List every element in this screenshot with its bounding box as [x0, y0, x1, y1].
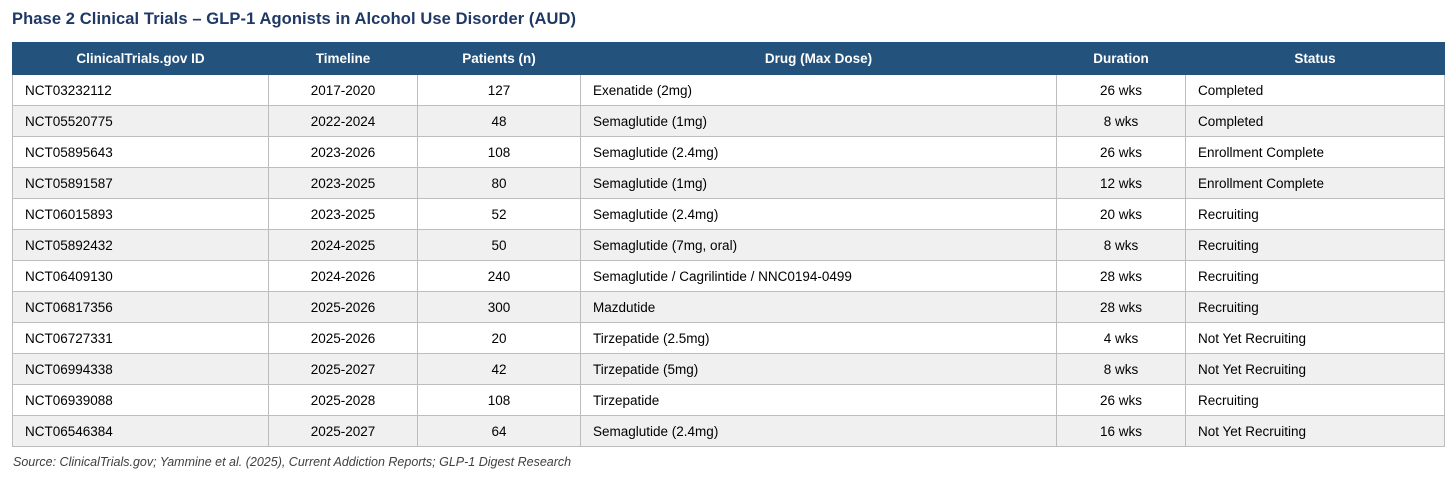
table-cell: Enrollment Complete	[1185, 136, 1445, 168]
table-cell: 2025-2028	[268, 384, 418, 416]
table-cell: 4 wks	[1056, 322, 1186, 354]
table-cell: 2025-2026	[268, 291, 418, 323]
table-header: ClinicalTrials.gov ID Timeline Patients (n…	[12, 42, 1445, 75]
table-cell: 26 wks	[1056, 136, 1186, 168]
table-cell: Mazdutide	[580, 291, 1057, 323]
table-row: NCT05892432 2024-2025 50 Semaglutide (7mg, …	[12, 229, 1445, 261]
table-cell: 2022-2024	[268, 105, 418, 137]
column-header-duration: Duration	[1056, 42, 1186, 75]
table-cell: NCT05895643	[12, 136, 269, 168]
table-cell: Exenatide (2mg)	[580, 74, 1057, 106]
table-cell: Semaglutide (2.4mg)	[580, 198, 1057, 230]
table-cell: Recruiting	[1185, 198, 1445, 230]
table-cell: NCT05891587	[12, 167, 269, 199]
table-cell: Completed	[1185, 74, 1445, 106]
table-cell: Not Yet Recruiting	[1185, 353, 1445, 385]
table-cell: 240	[417, 260, 581, 292]
table-row: NCT06409130 2024-2026 240 Semaglutide / Cag…	[12, 260, 1445, 292]
table-cell: 48	[417, 105, 581, 137]
table-cell: 2023-2025	[268, 198, 418, 230]
table-cell: Recruiting	[1185, 260, 1445, 292]
table-cell: 52	[417, 198, 581, 230]
table-cell: 300	[417, 291, 581, 323]
table-body: NCT03232112 2017-2020 127 Exenatide (2mg) 26…	[12, 74, 1445, 447]
table-cell: 2024-2026	[268, 260, 418, 292]
table-row: NCT06015893 2023-2025 52 Semaglutide (2.4mg…	[12, 198, 1445, 230]
table-cell: 8 wks	[1056, 105, 1186, 137]
table-cell: NCT05892432	[12, 229, 269, 261]
table-cell: NCT06015893	[12, 198, 269, 230]
table-cell: 50	[417, 229, 581, 261]
table-cell: Recruiting	[1185, 229, 1445, 261]
table-cell: Tirzepatide (5mg)	[580, 353, 1057, 385]
column-header-clinicaltrials-gov-id: ClinicalTrials.gov ID	[12, 42, 269, 75]
table-cell: Not Yet Recruiting	[1185, 322, 1445, 354]
column-header-status: Status	[1185, 42, 1445, 75]
table-row: NCT06727331 2025-2026 20 Tirzepatide (2.5mg…	[12, 322, 1445, 354]
table-cell: Semaglutide (2.4mg)	[580, 136, 1057, 168]
table-cell: 2017-2020	[268, 74, 418, 106]
table-cell: NCT03232112	[12, 74, 269, 106]
table-cell: Semaglutide (1mg)	[580, 105, 1057, 137]
table-cell: 2025-2026	[268, 322, 418, 354]
clinical-trials-table: ClinicalTrials.gov ID Timeline Patients (n…	[12, 42, 1445, 447]
column-header-timeline: Timeline	[268, 42, 418, 75]
table-cell: 2024-2025	[268, 229, 418, 261]
table-cell: 12 wks	[1056, 167, 1186, 199]
source-note: Source: ClinicalTrials.gov; Yammine et a…	[13, 455, 572, 469]
table-cell: NCT06727331	[12, 322, 269, 354]
table-cell: 64	[417, 415, 581, 447]
table-cell: 8 wks	[1056, 229, 1186, 261]
table-cell: 28 wks	[1056, 291, 1186, 323]
page-title: Phase 2 Clinical Trials – GLP-1 Agonists…	[12, 10, 577, 28]
table-cell: NCT06546384	[12, 415, 269, 447]
table-cell: 108	[417, 384, 581, 416]
table-cell: Tirzepatide	[580, 384, 1057, 416]
table-cell: Recruiting	[1185, 384, 1445, 416]
table-row: NCT05891587 2023-2025 80 Semaglutide (1mg) 1…	[12, 167, 1445, 199]
table-cell: Semaglutide / Cagrilintide / NNC0194-049…	[580, 260, 1057, 292]
table-cell: Not Yet Recruiting	[1185, 415, 1445, 447]
table-cell: 42	[417, 353, 581, 385]
table-row: NCT06939088 2025-2028 108 Tirzepatide 26 wks…	[12, 384, 1445, 416]
table-cell: Semaglutide (2.4mg)	[580, 415, 1057, 447]
table-cell: 2025-2027	[268, 353, 418, 385]
table-cell: Semaglutide (1mg)	[580, 167, 1057, 199]
table-cell: Recruiting	[1185, 291, 1445, 323]
table-cell: NCT05520775	[12, 105, 269, 137]
table-header-row: ClinicalTrials.gov ID Timeline Patients (n…	[12, 42, 1445, 75]
table-row: NCT05895643 2023-2026 108 Semaglutide (2.4m…	[12, 136, 1445, 168]
table-cell: 26 wks	[1056, 384, 1186, 416]
column-header-drug-max-dose: Drug (Max Dose)	[580, 42, 1057, 75]
table-cell: 28 wks	[1056, 260, 1186, 292]
table-cell: Semaglutide (7mg, oral)	[580, 229, 1057, 261]
table-cell: 8 wks	[1056, 353, 1186, 385]
table-cell: 20	[417, 322, 581, 354]
column-header-patients-n: Patients (n)	[417, 42, 581, 75]
table-cell: 20 wks	[1056, 198, 1186, 230]
table-row: NCT06546384 2025-2027 64 Semaglutide (2.4mg…	[12, 415, 1445, 447]
table-cell: NCT06409130	[12, 260, 269, 292]
table-cell: NCT06939088	[12, 384, 269, 416]
table-cell: Tirzepatide (2.5mg)	[580, 322, 1057, 354]
table-row: NCT06817356 2025-2026 300 Mazdutide 28 wks Re…	[12, 291, 1445, 323]
table-cell: Enrollment Complete	[1185, 167, 1445, 199]
table-cell: 26 wks	[1056, 74, 1186, 106]
table-cell: Completed	[1185, 105, 1445, 137]
table-cell: 2025-2027	[268, 415, 418, 447]
table-cell: 127	[417, 74, 581, 106]
table-cell: 80	[417, 167, 581, 199]
table-row: NCT03232112 2017-2020 127 Exenatide (2mg) 26…	[12, 74, 1445, 106]
table-cell: 2023-2025	[268, 167, 418, 199]
table-cell: NCT06994338	[12, 353, 269, 385]
table-cell: NCT06817356	[12, 291, 269, 323]
table-cell: 16 wks	[1056, 415, 1186, 447]
table-row: NCT06994338 2025-2027 42 Tirzepatide (5mg) 8…	[12, 353, 1445, 385]
table-cell: 2023-2026	[268, 136, 418, 168]
table-row: NCT05520775 2022-2024 48 Semaglutide (1mg) 8…	[12, 105, 1445, 137]
table-cell: 108	[417, 136, 581, 168]
